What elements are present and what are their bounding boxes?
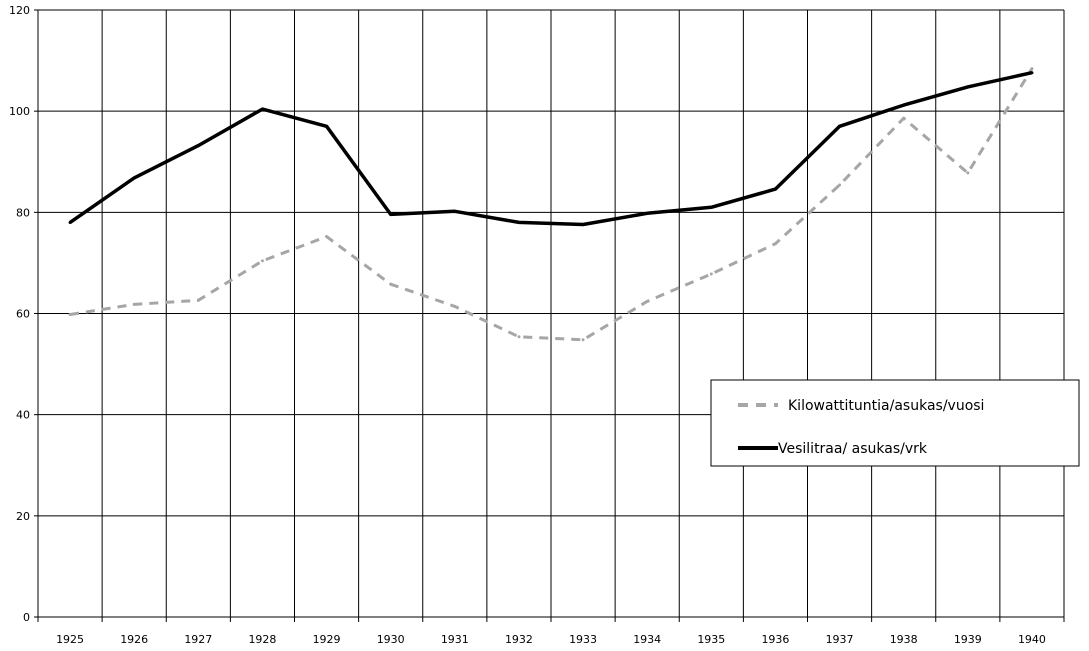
data-point-0 <box>260 259 264 263</box>
y-tick-label: 120 <box>9 4 30 17</box>
x-tick-label: 1938 <box>890 633 918 646</box>
data-point-1 <box>325 124 329 128</box>
data-point-1 <box>709 205 713 209</box>
data-point-1 <box>773 187 777 191</box>
data-point-0 <box>517 335 521 339</box>
data-point-0 <box>132 302 136 306</box>
data-point-1 <box>196 144 200 148</box>
x-tick-label: 1928 <box>248 633 276 646</box>
data-point-1 <box>838 124 842 128</box>
y-tick-labels: 0 20 40 60 80 100 120 <box>9 4 30 624</box>
x-tick-label: 1934 <box>633 633 661 646</box>
legend-label-kilowatt: Kilowattituntia/asukas/vuosi <box>788 398 984 414</box>
x-tick-label: 1929 <box>313 633 341 646</box>
x-tick-labels: 1925 1926 1927 1928 1929 1930 1931 1932 1933 1934… <box>56 633 1046 646</box>
data-point-0 <box>709 272 713 276</box>
data-point-0 <box>902 116 906 120</box>
data-point-0 <box>196 298 200 302</box>
chart-grid <box>38 9 1065 617</box>
x-tick-label: 1931 <box>441 633 469 646</box>
data-point-0 <box>389 282 393 286</box>
data-point-0 <box>838 183 842 187</box>
series-line-0 <box>69 67 1034 342</box>
data-point-1 <box>902 103 906 107</box>
data-point-0 <box>773 242 777 246</box>
data-point-0 <box>645 299 649 303</box>
x-tick-label: 1926 <box>120 633 148 646</box>
data-point-1 <box>581 222 585 226</box>
legend-box <box>710 379 1080 467</box>
legend-label-vesilitraa: Vesilitraa/ asukas/vrk <box>778 441 928 457</box>
x-tick-label: 1933 <box>569 633 597 646</box>
y-tick-label: 80 <box>16 206 30 219</box>
y-tick-label: 20 <box>16 510 30 523</box>
data-point-1 <box>453 209 457 213</box>
y-tick-label: 40 <box>16 409 30 422</box>
y-tick-label: 60 <box>16 308 30 321</box>
data-point-1 <box>389 212 393 216</box>
y-tick-label: 100 <box>9 105 30 118</box>
data-point-1 <box>966 85 970 89</box>
data-point-1 <box>260 107 264 111</box>
x-tick-label: 1937 <box>826 633 854 646</box>
chart-series <box>68 67 1034 342</box>
data-point-0 <box>1030 67 1034 71</box>
data-point-0 <box>325 235 329 239</box>
x-tick-label: 1932 <box>505 633 533 646</box>
data-point-0 <box>68 313 72 317</box>
data-point-1 <box>517 220 521 224</box>
x-tick-label: 1940 <box>1018 633 1046 646</box>
data-point-1 <box>1030 71 1034 75</box>
x-tick-label: 1925 <box>56 633 84 646</box>
data-point-0 <box>581 338 585 342</box>
y-tick-label: 0 <box>23 611 30 624</box>
series-line-1 <box>69 70 1033 227</box>
chart-axes <box>34 9 1065 622</box>
x-tick-label: 1930 <box>377 633 405 646</box>
data-point-0 <box>966 171 970 175</box>
x-tick-label: 1939 <box>954 633 982 646</box>
x-tick-label: 1927 <box>184 633 212 646</box>
x-tick-label: 1936 <box>761 633 789 646</box>
data-point-1 <box>645 211 649 215</box>
data-point-1 <box>68 220 72 224</box>
data-point-1 <box>132 176 136 180</box>
chart-legend: Kilowattituntia/asukas/vuosi Vesilitraa/… <box>710 379 1080 467</box>
x-tick-label: 1935 <box>697 633 725 646</box>
data-point-0 <box>453 304 457 308</box>
